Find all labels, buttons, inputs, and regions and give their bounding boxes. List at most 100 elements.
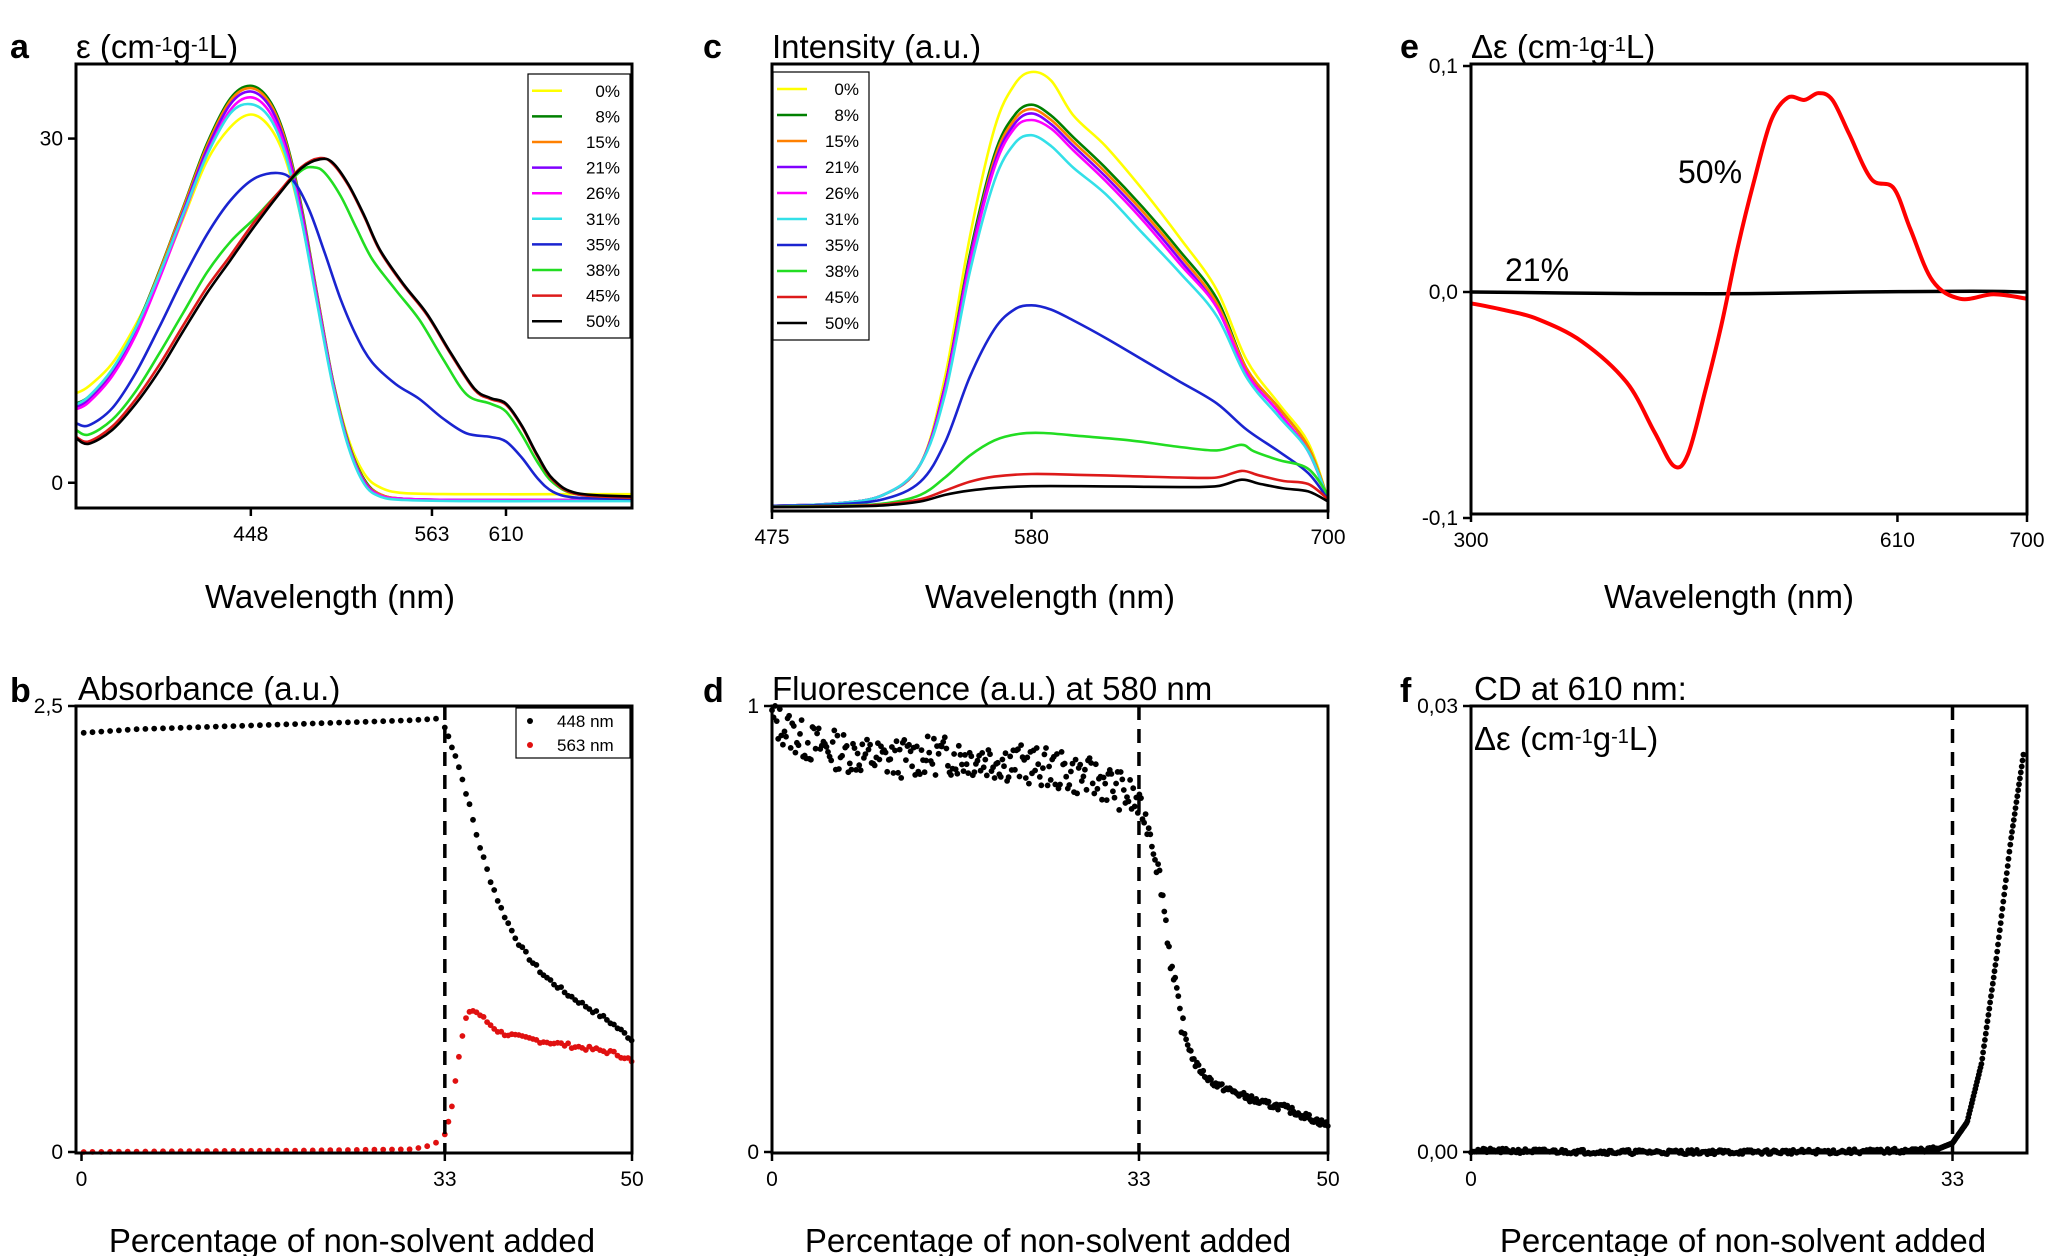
data-point (839, 752, 845, 759)
data-point (547, 977, 554, 983)
data-point (2013, 799, 2020, 805)
panel-title-part: -1 (191, 34, 209, 56)
annotation-21pct: 21% (1505, 252, 1569, 288)
data-point (1102, 780, 1109, 787)
data-point (776, 706, 783, 712)
y-tick-label: 1 (747, 695, 759, 718)
data-point (983, 772, 990, 779)
data-point (787, 745, 794, 751)
data-point (906, 741, 912, 748)
data-point (926, 749, 933, 756)
data-point (345, 1147, 351, 1153)
data-point (473, 831, 480, 838)
data-point (1155, 861, 1161, 867)
legend-label: 38% (825, 262, 859, 281)
data-point (812, 745, 819, 752)
data-point (353, 719, 360, 725)
data-point (1163, 917, 1169, 924)
data-point (501, 914, 508, 921)
panel-title-part: -1 (1572, 34, 1590, 56)
data-point (1077, 761, 1084, 768)
data-point (2019, 757, 2026, 764)
data-point (1265, 1098, 1272, 1105)
data-point (1996, 927, 2003, 934)
data-point (424, 716, 431, 723)
data-point (230, 723, 237, 729)
panel-title: Δε (cm-1g-1L) (1471, 28, 1655, 65)
data-point (2003, 877, 2009, 884)
data-point (463, 1015, 469, 1021)
data-point (1007, 753, 1014, 760)
data-point (859, 741, 866, 748)
data-point (1150, 851, 1157, 857)
data-point (204, 724, 210, 730)
data-point (898, 775, 905, 781)
panel-title-line2-part: -1 (1575, 726, 1593, 748)
data-point (1981, 1043, 1987, 1049)
data-point (1086, 755, 1093, 761)
data-point (89, 729, 96, 736)
panel-e: e Δε (cm-1g-1L)300 610 700-0,10,00,150%21%W… (1400, 28, 2045, 615)
data-point (1184, 1042, 1191, 1048)
panel-title: ε (cm-1g-1L) (76, 28, 238, 65)
series-points-cd (1468, 751, 2027, 1158)
data-point (1108, 771, 1115, 777)
data-point (257, 722, 263, 729)
data-point (380, 1146, 387, 1153)
panel-label: e (1400, 28, 1419, 66)
series-points-fluorescence (769, 703, 1331, 1129)
data-point (519, 944, 526, 951)
panel-title-line2-part: g (1593, 720, 1611, 757)
data-point (945, 762, 951, 769)
data-point (168, 725, 175, 731)
data-point (445, 1118, 452, 1125)
data-point (1119, 776, 1126, 783)
data-point (890, 770, 897, 776)
data-point (177, 724, 184, 731)
x-tick-label: 300 (1453, 529, 1488, 552)
panel-title-part: g (173, 28, 191, 65)
data-point (1052, 781, 1059, 788)
data-point (452, 753, 459, 759)
legend-label: 8% (834, 106, 859, 125)
data-point (318, 720, 325, 727)
data-point (565, 1040, 571, 1047)
data-point (212, 723, 219, 730)
data-point (508, 927, 515, 934)
data-point (1012, 766, 1018, 773)
x-tick-label: 448 (233, 523, 268, 546)
data-point (505, 920, 512, 927)
data-point (1152, 856, 1158, 863)
annotation-50pct: 50% (1678, 154, 1742, 190)
data-point (2004, 863, 2011, 869)
data-point (1024, 754, 1031, 761)
data-point (913, 743, 920, 750)
data-point (1068, 768, 1074, 775)
data-point (1092, 761, 1099, 768)
plot-frame (74, 62, 634, 510)
data-point (2017, 775, 2023, 782)
data-point (836, 766, 842, 772)
data-point (494, 898, 501, 904)
data-point (459, 776, 466, 783)
data-point (345, 719, 351, 726)
data-point (558, 984, 564, 990)
data-point (795, 742, 802, 749)
data-point (1078, 778, 1085, 784)
data-point (952, 766, 959, 773)
data-point (2016, 781, 2022, 788)
data-point (823, 744, 830, 750)
data-point (1002, 750, 1009, 757)
data-point (1054, 751, 1060, 757)
data-point (871, 762, 878, 769)
legend-label: 15% (825, 132, 859, 151)
data-point (965, 770, 972, 776)
data-point (380, 718, 387, 725)
data-point (1979, 1055, 1986, 1062)
data-point (1131, 803, 1138, 810)
data-point (2020, 751, 2027, 758)
data-point (999, 756, 1006, 763)
data-point (2017, 769, 2024, 776)
data-point (929, 761, 936, 767)
data-point (884, 768, 891, 775)
